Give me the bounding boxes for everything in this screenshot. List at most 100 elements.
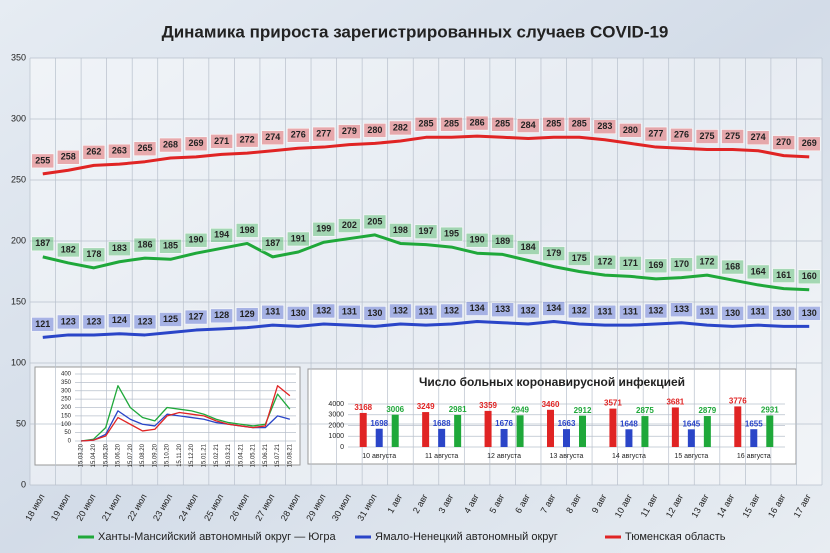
value-label: 263	[112, 146, 127, 156]
value-label-box	[465, 301, 489, 316]
value-label-box	[721, 259, 744, 275]
x-tick-label: 15.01.21	[201, 443, 207, 467]
value-label: 3460	[542, 400, 560, 409]
x-tick-label: 15.05.21	[251, 443, 257, 467]
value-label-box	[542, 301, 565, 316]
value-label-box	[465, 232, 489, 248]
y-tick-label: 1000	[328, 433, 344, 440]
value-label: 131	[597, 307, 612, 317]
value-label-box	[108, 241, 131, 256]
value-label: 255	[35, 155, 50, 165]
bar	[391, 414, 399, 447]
legend-label: Ямало-Ненецкий автономный округ	[375, 531, 558, 543]
value-label: 187	[265, 238, 280, 248]
value-label: 197	[418, 226, 433, 236]
value-label-box	[797, 306, 821, 321]
bar	[516, 415, 524, 447]
value-label: 195	[444, 228, 459, 238]
value-label-box	[644, 258, 668, 274]
y-tick-label: 400	[61, 372, 72, 378]
x-tick-label: 14 августа	[612, 453, 646, 460]
value-label: 190	[470, 235, 485, 245]
value-label: 131	[418, 307, 433, 317]
value-label: 172	[597, 257, 612, 267]
value-label: 1645	[682, 419, 700, 428]
bar	[687, 429, 695, 447]
value-label: 128	[214, 310, 229, 320]
value-label-box	[695, 254, 719, 270]
y-tick-label: 50	[16, 418, 26, 428]
value-label: 131	[265, 307, 280, 317]
value-label-box	[159, 312, 182, 327]
x-tick-label: 15.06.20	[116, 443, 122, 467]
bar	[734, 406, 742, 447]
value-label: 131	[342, 307, 357, 317]
value-label-box	[363, 306, 387, 321]
value-label-box	[389, 120, 412, 136]
value-label-box	[619, 123, 642, 138]
value-label: 283	[597, 121, 612, 131]
value-label-box	[568, 251, 591, 266]
value-label-box	[261, 236, 284, 252]
value-label: 132	[444, 305, 459, 315]
value-label-box	[338, 124, 361, 139]
value-label-box	[644, 303, 668, 319]
value-label-box	[312, 221, 336, 237]
value-label: 270	[776, 137, 791, 147]
value-label: 175	[572, 253, 587, 263]
value-label-box	[516, 303, 540, 319]
value-label: 276	[291, 130, 306, 140]
value-label: 133	[495, 304, 510, 314]
value-label: 271	[214, 136, 229, 146]
y-tick-label: 150	[61, 413, 72, 419]
series-line	[42, 320, 810, 339]
value-label: 123	[86, 316, 101, 326]
x-tick-label: 15.06.21	[263, 443, 269, 467]
y-tick-label: 150	[11, 296, 26, 306]
y-tick-label: 2000	[328, 422, 344, 429]
value-label: 179	[546, 248, 561, 258]
legend-label: Тюменская область	[625, 531, 726, 543]
y-tick-label: 0	[68, 439, 72, 445]
bar	[609, 408, 617, 447]
series-line	[81, 385, 291, 442]
value-label-box	[235, 132, 259, 148]
value-label-box	[184, 309, 208, 325]
bar	[703, 416, 711, 447]
value-label-box	[721, 306, 744, 321]
value-label: 168	[725, 261, 740, 271]
value-label: 189	[495, 236, 510, 246]
value-label-box	[31, 317, 55, 332]
value-label-box	[465, 115, 489, 131]
value-label-box	[57, 149, 80, 165]
value-label: 190	[189, 235, 204, 245]
value-label-box	[287, 306, 310, 321]
value-label-box	[619, 256, 642, 271]
value-label-box	[363, 123, 387, 138]
value-label: 129	[240, 309, 255, 319]
value-label-box	[542, 246, 565, 261]
value-label: 132	[521, 305, 536, 315]
value-label: 269	[802, 138, 817, 148]
value-label-box	[695, 129, 719, 144]
y-tick-label: 4000	[328, 401, 344, 408]
x-tick-label: 12 августа	[487, 453, 521, 460]
value-label: 285	[572, 119, 587, 129]
value-label: 130	[367, 308, 382, 318]
value-label-box	[159, 137, 182, 153]
value-label-box	[159, 239, 182, 254]
value-label: 279	[342, 126, 357, 136]
value-label-box	[389, 223, 412, 238]
bar	[500, 428, 508, 447]
series-line	[81, 385, 291, 442]
value-label: 123	[137, 316, 152, 326]
y-tick-label: 50	[64, 430, 71, 436]
bar	[563, 429, 570, 447]
y-tick-label: 350	[11, 52, 26, 62]
bar	[766, 415, 774, 447]
value-label-box	[82, 247, 106, 263]
value-label: 277	[648, 128, 663, 138]
bar	[422, 412, 430, 447]
value-label: 131	[700, 307, 715, 317]
x-tick-label: 15.08.21	[287, 443, 293, 467]
